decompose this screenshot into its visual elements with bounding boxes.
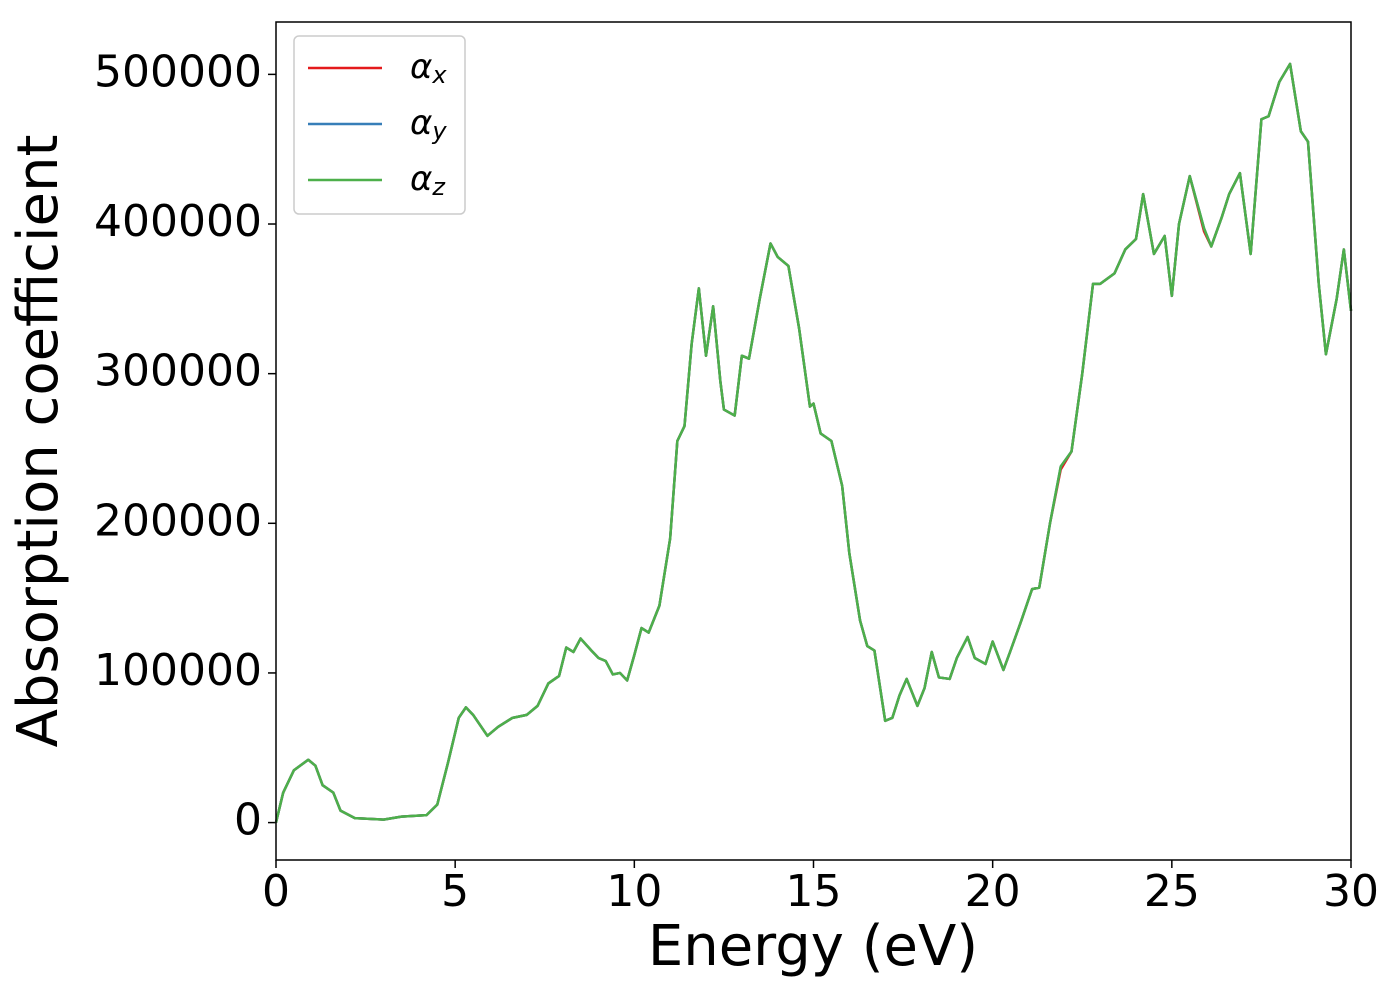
y-tick-label: 400000: [94, 196, 262, 247]
y-tick-label: 100000: [94, 645, 262, 696]
x-tick-label: 10: [606, 866, 662, 917]
legend-label: αy: [410, 103, 447, 146]
plot-frame: [275, 21, 1352, 861]
legend-label: αz: [410, 159, 446, 202]
data-line: [274, 62, 1353, 823]
x-tick-label: 5: [441, 866, 469, 917]
x-axis-label: Energy (eV): [648, 914, 978, 979]
y-tick-label: 200000: [94, 495, 262, 546]
y-axis-label: Absorption coefficient: [6, 135, 71, 748]
y-tick-label: 0: [234, 795, 262, 846]
x-tick-label: 0: [262, 866, 290, 917]
y-tick-label: 300000: [94, 346, 262, 397]
x-tick-label: 15: [786, 866, 842, 917]
x-tick-label: 25: [1144, 866, 1200, 917]
x-tick-label: 20: [965, 866, 1021, 917]
y-tick-label: 500000: [94, 46, 262, 97]
legend-label: αx: [410, 47, 447, 90]
x-tick-label: 30: [1323, 866, 1379, 917]
